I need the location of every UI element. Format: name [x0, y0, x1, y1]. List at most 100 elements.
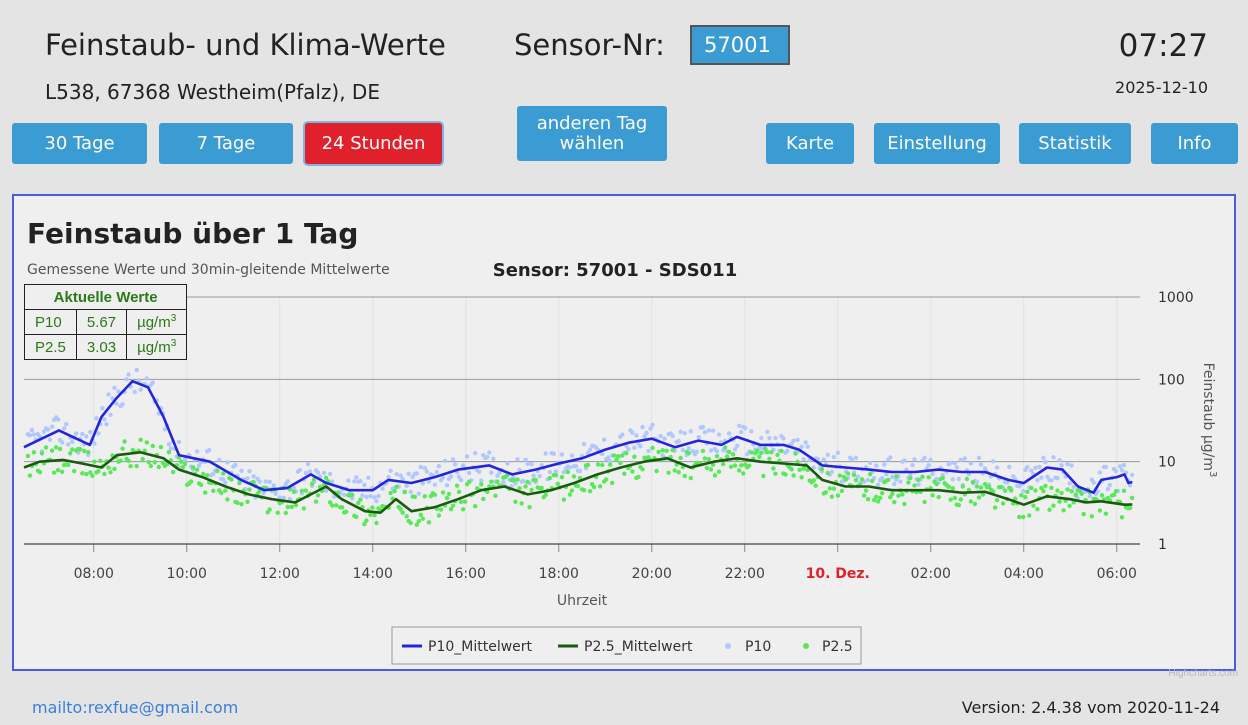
- p25-point: [614, 457, 619, 463]
- p10-point: [994, 465, 1000, 470]
- legend-p10-avg-label[interactable]: P10_Mittelwert: [428, 639, 533, 655]
- p10-point: [587, 447, 593, 452]
- p25-point: [334, 503, 339, 508]
- p25-point: [902, 501, 907, 507]
- p25-point: [874, 494, 879, 499]
- p10-point: [162, 427, 168, 432]
- p25-point: [118, 458, 123, 463]
- y-axis-label: Feinstaub µg/m3: [1200, 363, 1218, 478]
- p10-point: [1105, 486, 1111, 492]
- p25-point: [930, 493, 935, 498]
- p25-point: [968, 499, 974, 504]
- p25-point: [495, 479, 500, 484]
- p25-point: [235, 500, 240, 505]
- y-tick-label: 100: [1158, 372, 1185, 388]
- p10-point: [150, 380, 155, 385]
- p25-point: [894, 474, 899, 479]
- p25-point: [972, 501, 978, 507]
- legend-p25-label[interactable]: P2.5: [822, 639, 853, 655]
- p25-point: [710, 462, 716, 467]
- p25-point: [1013, 496, 1018, 501]
- current-p10-unit: µg/m3: [126, 309, 188, 335]
- clock: 07:27: [1118, 28, 1208, 64]
- p25-point: [640, 467, 645, 472]
- range-7-days-button[interactable]: 7 Tage: [159, 123, 293, 164]
- p10-point: [974, 479, 980, 485]
- p10-point: [291, 485, 297, 491]
- p10-point: [422, 465, 427, 471]
- p10-point: [648, 426, 653, 431]
- p25-point: [867, 472, 873, 477]
- p10-point: [1055, 476, 1060, 481]
- p25-point: [789, 467, 794, 472]
- p10-point: [358, 478, 363, 484]
- current-p25-value: 3.03: [75, 334, 128, 360]
- p10-point: [874, 463, 879, 468]
- p25-point: [313, 499, 319, 504]
- p25-point: [1111, 492, 1117, 497]
- p10-point: [880, 476, 885, 481]
- p25-point: [823, 490, 828, 495]
- legend[interactable]: P10_Mittelwert P2.5_Mittelwert P10 P2.5: [391, 626, 862, 665]
- p25-point: [755, 448, 760, 453]
- p25-point: [190, 465, 196, 470]
- map-button[interactable]: Karte: [766, 123, 854, 164]
- p25-point: [906, 480, 911, 485]
- x-tick-label: 22:00: [725, 566, 765, 582]
- p25-point: [199, 482, 204, 488]
- p10-point: [45, 427, 51, 432]
- p25-point: [1079, 491, 1084, 496]
- highcharts-credit[interactable]: Highcharts.com: [1168, 668, 1238, 679]
- p25-point: [865, 497, 871, 502]
- p25-point: [388, 490, 393, 496]
- mailto-link[interactable]: mailto:rexfue@gmail.com: [32, 698, 239, 717]
- p25-point: [166, 450, 172, 455]
- p25-point: [571, 474, 577, 479]
- p10-point: [70, 439, 75, 445]
- p10-point: [894, 477, 899, 482]
- p10-point: [710, 428, 716, 433]
- sensor-number-input[interactable]: [690, 25, 790, 65]
- legend-p10-label[interactable]: P10: [745, 639, 771, 655]
- p25-point: [1049, 485, 1054, 490]
- p25-point: [1009, 488, 1014, 493]
- p25-point: [757, 454, 762, 459]
- p25-point: [813, 483, 818, 488]
- legend-p25-avg-label[interactable]: P2.5_Mittelwert: [584, 639, 693, 655]
- p10-point: [1095, 489, 1101, 494]
- range-24-hours-button[interactable]: 24 Stunden: [305, 123, 442, 164]
- p25-point: [247, 487, 252, 492]
- p10-point: [1097, 470, 1103, 475]
- p25-point: [481, 496, 486, 502]
- p25-point: [432, 492, 438, 497]
- p10-point: [426, 479, 432, 484]
- range-30-days-button[interactable]: 30 Tage: [12, 123, 147, 164]
- statistics-button[interactable]: Statistik: [1019, 123, 1131, 164]
- p10-point: [968, 461, 974, 466]
- p25-point: [267, 507, 272, 512]
- p10-point: [1049, 478, 1054, 483]
- p10-point: [1067, 481, 1072, 486]
- chart-frame: [12, 194, 1236, 671]
- p10-point: [632, 445, 637, 450]
- p25-point: [795, 459, 800, 464]
- settings-button[interactable]: Einstellung: [874, 123, 1000, 164]
- p25-point: [43, 445, 49, 450]
- p25-point: [350, 492, 355, 498]
- p10-point: [404, 483, 409, 488]
- info-button[interactable]: Info: [1151, 123, 1238, 164]
- p25-point: [1057, 499, 1062, 504]
- p10-point: [245, 476, 250, 481]
- p25-point: [936, 494, 941, 500]
- choose-other-day-button[interactable]: anderen Tag wählen: [517, 106, 667, 161]
- p10-point: [418, 464, 423, 470]
- p10-point: [400, 477, 405, 482]
- p25-point: [654, 468, 659, 474]
- p10-point: [354, 475, 359, 480]
- y-tick-label: 1000: [1158, 290, 1194, 306]
- choose-other-day-line2: wählen: [559, 132, 625, 154]
- p25-point: [769, 450, 774, 455]
- p10-point: [380, 486, 385, 491]
- x-tick-label: 16:00: [446, 566, 486, 582]
- p25-point: [485, 489, 490, 495]
